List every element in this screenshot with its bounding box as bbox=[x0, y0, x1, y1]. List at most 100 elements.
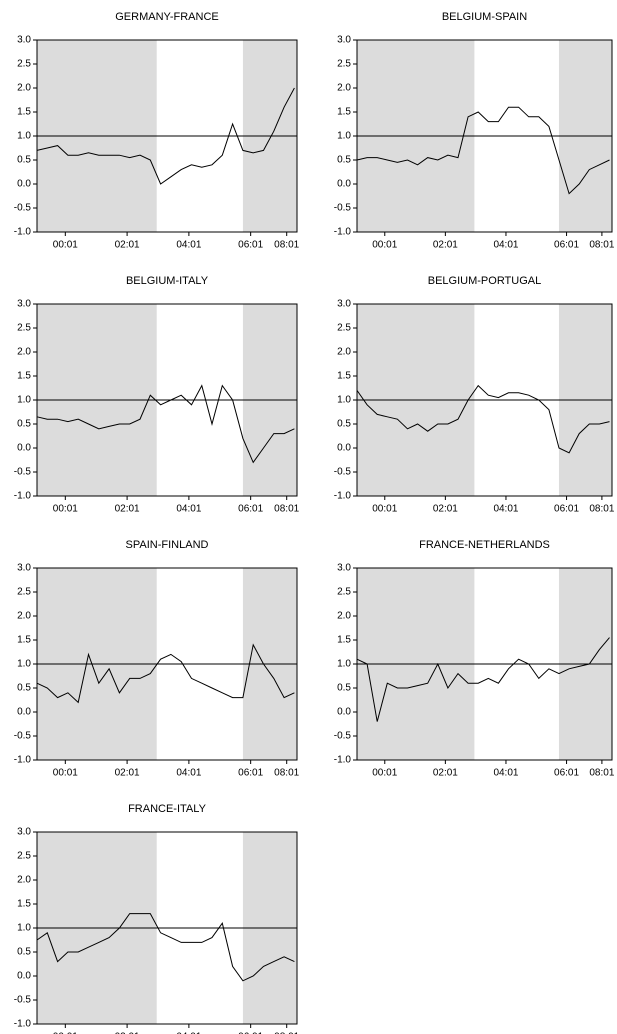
x-tick-label: 00:01 bbox=[372, 240, 397, 251]
y-tick-label: 1.0 bbox=[337, 131, 351, 142]
y-tick-label: -1.0 bbox=[334, 227, 352, 238]
x-tick-label: 08:01 bbox=[274, 1032, 299, 1034]
y-tick-label: 2.0 bbox=[337, 611, 351, 622]
x-tick-label: 02:01 bbox=[433, 240, 458, 251]
y-tick-label: 0.5 bbox=[17, 419, 31, 430]
series-line bbox=[356, 637, 610, 722]
y-tick-label: 3.0 bbox=[17, 35, 31, 46]
x-tick-label: 04:01 bbox=[176, 240, 201, 251]
y-tick-label: 0.0 bbox=[17, 179, 31, 190]
x-tick-label: 06:01 bbox=[238, 240, 263, 251]
y-tick-label: 2.5 bbox=[17, 323, 31, 334]
x-tick-label: 00:01 bbox=[53, 1032, 78, 1034]
x-tick-label: 02:01 bbox=[433, 768, 458, 779]
series-line bbox=[36, 87, 295, 185]
y-tick-label: -0.5 bbox=[14, 995, 32, 1006]
x-tick-label: 00:01 bbox=[53, 240, 78, 251]
y-tick-label: 0.5 bbox=[17, 683, 31, 694]
x-tick-label: 04:01 bbox=[493, 240, 518, 251]
y-tick-label: 0.0 bbox=[17, 443, 31, 454]
y-tick-label: 1.5 bbox=[17, 107, 31, 118]
x-tick-label: 04:01 bbox=[493, 768, 518, 779]
y-tick-label: 2.0 bbox=[337, 347, 351, 358]
x-tick-label: 02:01 bbox=[115, 240, 140, 251]
y-tick-label: 0.5 bbox=[17, 947, 31, 958]
series-line bbox=[36, 913, 295, 982]
x-tick-label: 04:01 bbox=[176, 768, 201, 779]
x-tick-label: 06:01 bbox=[554, 768, 579, 779]
x-tick-label: 06:01 bbox=[554, 240, 579, 251]
y-tick-label: 3.0 bbox=[17, 563, 31, 574]
y-tick-label: 3.0 bbox=[337, 563, 351, 574]
y-tick-label: 1.5 bbox=[337, 635, 351, 646]
plot-frame bbox=[36, 567, 298, 761]
x-tick-label: 06:01 bbox=[238, 768, 263, 779]
y-tick-label: -1.0 bbox=[14, 755, 32, 766]
x-tick-label: 08:01 bbox=[274, 768, 299, 779]
y-tick-label: -0.5 bbox=[334, 731, 352, 742]
x-tick-label: 06:01 bbox=[554, 504, 579, 515]
x-tick-label: 00:01 bbox=[372, 504, 397, 515]
y-tick-label: 0.0 bbox=[337, 443, 351, 454]
y-tick-label: -1.0 bbox=[14, 227, 32, 238]
y-tick-label: 2.5 bbox=[337, 323, 351, 334]
y-tick-label: 2.5 bbox=[17, 59, 31, 70]
chart-title: BELGIUM-SPAIN bbox=[442, 11, 527, 23]
series-line bbox=[356, 106, 610, 195]
y-tick-label: -0.5 bbox=[334, 203, 352, 214]
plot-frame bbox=[356, 303, 613, 497]
series-line bbox=[356, 384, 610, 454]
x-tick-label: 02:01 bbox=[115, 768, 140, 779]
y-tick-label: -0.5 bbox=[334, 467, 352, 478]
y-tick-label: -1.0 bbox=[334, 755, 352, 766]
y-tick-label: 0.5 bbox=[337, 419, 351, 430]
plot-frame bbox=[356, 567, 613, 761]
y-tick-label: 0.5 bbox=[337, 683, 351, 694]
y-tick-label: 0.0 bbox=[17, 707, 31, 718]
chart-title: GERMANY-FRANCE bbox=[115, 11, 219, 23]
y-tick-label: 2.5 bbox=[337, 59, 351, 70]
y-tick-label: 1.5 bbox=[337, 371, 351, 382]
y-tick-label: 1.5 bbox=[17, 635, 31, 646]
x-tick-label: 08:01 bbox=[589, 504, 614, 515]
y-tick-label: 1.5 bbox=[17, 899, 31, 910]
y-tick-label: 1.5 bbox=[17, 371, 31, 382]
y-tick-label: 0.0 bbox=[337, 179, 351, 190]
y-tick-label: 1.0 bbox=[17, 395, 31, 406]
y-tick-label: 2.5 bbox=[17, 851, 31, 862]
x-tick-label: 00:01 bbox=[53, 768, 78, 779]
x-tick-label: 08:01 bbox=[274, 240, 299, 251]
x-tick-label: 02:01 bbox=[115, 504, 140, 515]
x-tick-label: 06:01 bbox=[238, 504, 263, 515]
y-tick-label: 3.0 bbox=[17, 827, 31, 838]
y-tick-label: 1.0 bbox=[17, 131, 31, 142]
y-tick-label: 1.5 bbox=[337, 107, 351, 118]
y-tick-label: 2.0 bbox=[17, 611, 31, 622]
plot-frame bbox=[36, 303, 298, 497]
y-tick-label: 2.0 bbox=[17, 83, 31, 94]
y-tick-label: -0.5 bbox=[14, 731, 32, 742]
plot-frame bbox=[356, 39, 613, 233]
chart-title: BELGIUM-PORTUGAL bbox=[428, 275, 542, 287]
series-line bbox=[36, 384, 295, 464]
y-tick-label: 3.0 bbox=[337, 299, 351, 310]
y-tick-label: -0.5 bbox=[14, 467, 32, 478]
x-tick-label: 04:01 bbox=[493, 504, 518, 515]
x-tick-label: 00:01 bbox=[53, 504, 78, 515]
x-tick-label: 08:01 bbox=[589, 768, 614, 779]
plot-frame bbox=[36, 831, 298, 1025]
y-tick-label: 2.0 bbox=[337, 83, 351, 94]
y-tick-label: 1.0 bbox=[17, 659, 31, 670]
y-tick-label: -0.5 bbox=[14, 203, 32, 214]
y-tick-label: 1.0 bbox=[337, 659, 351, 670]
y-tick-label: -1.0 bbox=[14, 491, 32, 502]
x-tick-label: 08:01 bbox=[589, 240, 614, 251]
x-tick-label: 00:01 bbox=[372, 768, 397, 779]
y-tick-label: 3.0 bbox=[17, 299, 31, 310]
plot-frame bbox=[36, 39, 298, 233]
chart-title: BELGIUM-ITALY bbox=[126, 275, 209, 287]
x-tick-label: 04:01 bbox=[176, 1032, 201, 1034]
y-tick-label: 2.5 bbox=[337, 587, 351, 598]
y-tick-label: 1.0 bbox=[337, 395, 351, 406]
